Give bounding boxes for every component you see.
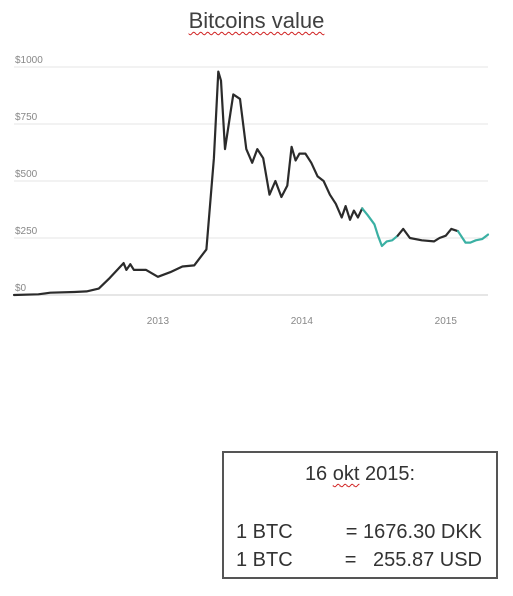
rate-dkk-value: = 1676.30 DKK [345,521,482,543]
y-tick-label: $500 [15,169,38,180]
price-line-segment-1 [12,70,364,297]
rate-date-day: 16 [304,463,328,485]
x-tick-label: 2013 [147,316,170,327]
price-line-segment-3 [396,227,460,243]
y-tick-label: $250 [15,226,38,237]
rate-dkk-label: 1 BTC [236,521,293,543]
chart-title-text: Bitcoins value [188,8,325,33]
exchange-rate-box: 16 okt 2015: 1 BTC = 1676.30 DKK 1 BTC = 2… [222,451,498,579]
y-tick-label: $1000 [15,55,43,66]
price-line-segment-2 [361,207,399,248]
price-line-segment-4 [456,230,490,244]
x-tick-label: 2015 [435,316,458,327]
rate-date-year: 2015: [365,463,416,485]
bitcoin-value-chart: $0 $250 $500 $750 $1000 2013 2014 2015 [12,55,490,327]
chart-title: Bitcoins value [0,8,513,34]
rate-usd-label: 1 BTC [236,549,293,571]
x-tick-label: 2014 [291,316,314,327]
rate-date-month: okt [332,463,360,485]
rate-usd-value: = 255.87 USD [344,549,482,571]
rate-usd: 1 BTC = 255.87 USD [236,549,482,572]
rate-date: 16 okt 2015: [224,463,496,486]
y-tick-label: $750 [15,112,38,123]
rate-dkk: 1 BTC = 1676.30 DKK [236,521,482,544]
y-tick-label: $0 [15,283,27,294]
